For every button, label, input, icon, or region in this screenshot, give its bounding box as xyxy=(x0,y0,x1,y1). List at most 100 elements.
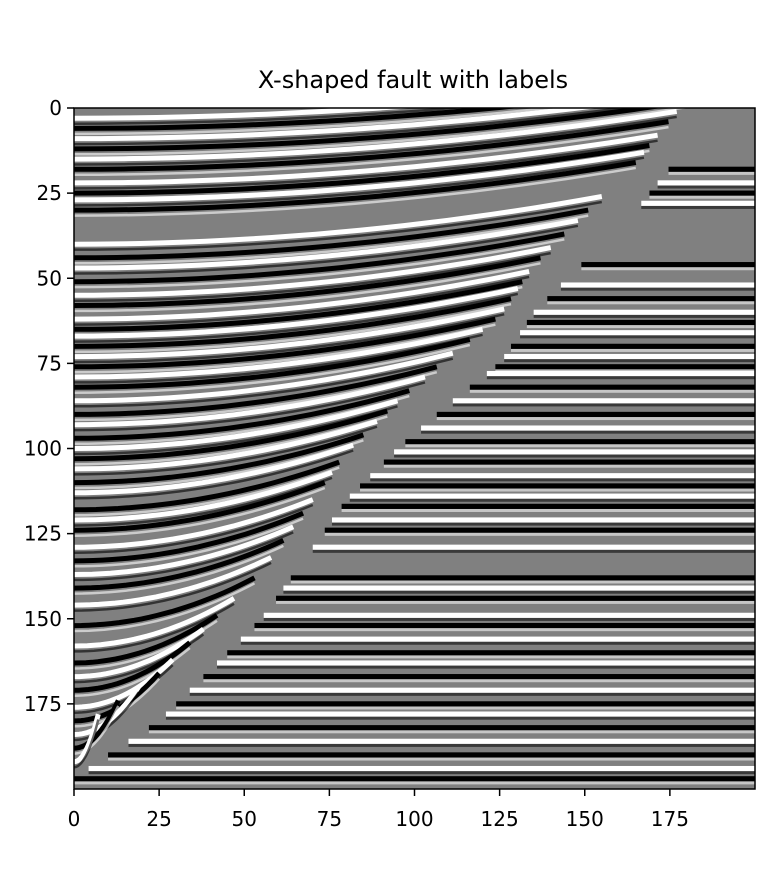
upper-reflector-flank xyxy=(74,115,677,166)
upper-reflector xyxy=(74,245,552,298)
upper-reflector xyxy=(74,326,484,380)
lower-reflector-flank xyxy=(560,287,755,291)
upper-reflector xyxy=(74,296,512,349)
upper-reflector-flank xyxy=(74,531,294,582)
y-axis: 0 25 50 75 100 125 150 175 xyxy=(24,96,74,716)
upper-reflector xyxy=(74,364,438,417)
upper-reflector-flank xyxy=(74,466,340,517)
upper-reflector-flank xyxy=(74,224,579,275)
x-tick-label: 175 xyxy=(651,807,689,831)
upper-reflector-flank xyxy=(74,503,314,554)
upper-reflector-flank xyxy=(74,238,565,289)
lower-reflector-flank xyxy=(510,348,755,352)
upper-reflector xyxy=(74,713,101,765)
upper-reflector-flank xyxy=(74,517,304,568)
upper-reflector-flank xyxy=(74,200,603,251)
upper-reflector-flank xyxy=(74,705,120,755)
lower-reflector-flank xyxy=(276,600,755,604)
lower-reflector-flank xyxy=(452,403,755,407)
upper-reflector xyxy=(74,108,415,121)
upper-reflector-flank xyxy=(74,719,100,769)
lower-reflector xyxy=(649,190,755,196)
upper-reflector xyxy=(74,255,541,308)
upper-reflector xyxy=(74,497,314,550)
upper-reflector xyxy=(74,149,645,203)
lower-reflector xyxy=(227,650,755,656)
lower-reflector xyxy=(547,296,755,302)
y-tick-label: 75 xyxy=(37,351,62,375)
lower-reflector xyxy=(283,585,755,591)
lower-reflector xyxy=(341,503,755,509)
lower-reflector-flank xyxy=(526,325,755,329)
lower-reflector-flank xyxy=(486,376,755,380)
lower-reflector-flank xyxy=(88,771,755,775)
upper-reflector xyxy=(74,388,410,441)
lower-reflector-flank xyxy=(312,549,755,553)
x-tick-label: 125 xyxy=(481,807,519,831)
lower-reflector-flank xyxy=(108,757,755,761)
lower-reflector-flank xyxy=(128,743,755,747)
upper-reflector-flank xyxy=(74,262,541,313)
upper-reflector-flank xyxy=(74,166,637,217)
lower-reflector xyxy=(290,575,755,581)
lower-reflector-flank xyxy=(520,335,755,339)
lower-reflector xyxy=(88,765,755,772)
lower-reflector-flank xyxy=(436,417,755,421)
lower-reflector xyxy=(108,752,755,758)
upper-reflector xyxy=(74,418,378,472)
upper-reflector-flank xyxy=(74,561,272,612)
lower-reflector-flank xyxy=(341,508,755,512)
lower-reflector xyxy=(165,711,755,717)
y-tick-label: 50 xyxy=(37,266,62,290)
upper-reflector xyxy=(74,286,519,339)
upper-reflector xyxy=(74,350,454,404)
upper-reflector xyxy=(74,575,256,629)
lower-reflector-flank xyxy=(641,205,755,209)
lower-reflector xyxy=(581,262,755,268)
y-tick-label: 125 xyxy=(24,522,62,546)
seismic-image xyxy=(74,108,755,789)
upper-reflector-flank xyxy=(74,486,326,537)
upper-reflector-flank xyxy=(74,313,505,364)
lower-reflector-flank xyxy=(469,389,755,393)
upper-reflector-flank xyxy=(74,139,658,190)
y-tick-label: 100 xyxy=(24,437,62,461)
lower-reflector-flank xyxy=(176,706,755,710)
lower-reflector-flank xyxy=(547,301,755,305)
lower-reflector xyxy=(217,660,755,666)
lower-reflector xyxy=(520,330,755,336)
upper-reflector xyxy=(74,279,523,332)
upper-reflector-flank xyxy=(74,449,354,500)
lower-reflector-flank xyxy=(360,488,755,492)
upper-reflector xyxy=(74,538,285,591)
lower-reflector-flank xyxy=(421,430,755,434)
lower-reflector xyxy=(324,527,755,533)
lower-reflector-flank xyxy=(148,730,755,734)
upper-reflector xyxy=(74,217,579,271)
upper-reflector xyxy=(74,108,599,142)
lower-reflector-flank xyxy=(283,590,755,594)
upper-reflector-flank xyxy=(74,302,512,354)
lower-reflector xyxy=(469,384,755,390)
x-tick-label: 25 xyxy=(146,807,171,831)
upper-reflector-flank xyxy=(74,292,519,343)
upper-reflector-flank xyxy=(74,275,530,326)
y-tick-label: 25 xyxy=(37,181,62,205)
upper-reflector xyxy=(74,699,121,751)
x-axis: 0 25 50 75 100 125 150 175 xyxy=(68,789,689,831)
upper-reflector-flank xyxy=(74,251,551,302)
upper-reflector xyxy=(74,374,426,428)
lower-reflector-flank xyxy=(203,679,755,683)
upper-reflector xyxy=(74,337,471,390)
lower-reflector xyxy=(436,411,755,418)
x-tick-label: 75 xyxy=(317,807,342,831)
lower-reflector xyxy=(526,319,755,326)
upper-reflector xyxy=(74,626,205,680)
upper-reflector-flank xyxy=(74,214,589,265)
upper-reflector xyxy=(74,555,273,608)
lower-reflector-flank xyxy=(495,369,755,373)
upper-reflector xyxy=(74,268,530,322)
upper-reflector xyxy=(74,231,565,285)
lower-reflector xyxy=(370,473,755,479)
